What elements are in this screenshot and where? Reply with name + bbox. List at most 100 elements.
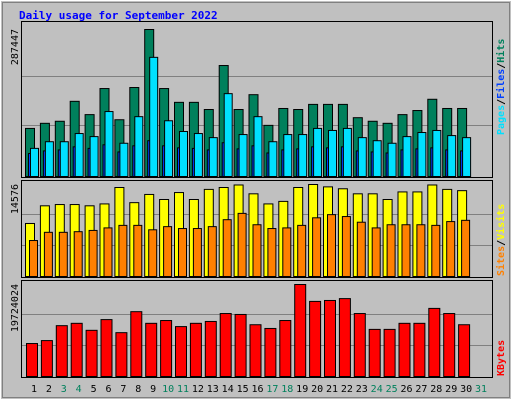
bar: [234, 313, 247, 378]
bar: [253, 116, 263, 177]
bar: [40, 340, 53, 378]
bar: [298, 134, 308, 177]
bar: [193, 133, 203, 177]
bar: [383, 328, 396, 377]
chart-title: Daily usage for September 2022: [19, 9, 218, 22]
bar: [294, 284, 307, 377]
bar: [328, 129, 337, 177]
bar: [313, 127, 323, 177]
x-tick-label: 20: [311, 384, 323, 395]
x-tick-label: 29: [445, 384, 457, 395]
x-tick-label: 28: [430, 384, 442, 395]
x-tick-label: 17: [266, 384, 278, 395]
bar: [58, 231, 68, 277]
legend-separator: /: [496, 99, 507, 105]
bar: [446, 221, 456, 277]
bar: [416, 224, 426, 277]
x-tick-label: 19: [296, 384, 308, 395]
bar: [30, 147, 39, 178]
bar: [103, 227, 113, 278]
bar: [207, 226, 217, 277]
bar: [59, 141, 69, 178]
x-tick-label: 30: [460, 384, 472, 395]
x-tick-label: 4: [76, 384, 82, 395]
legend: Pages/Files/Hits: [495, 39, 507, 135]
bar: [268, 141, 278, 178]
bar: [145, 322, 158, 377]
bar: [356, 221, 366, 278]
bar: [70, 322, 83, 377]
bar: [338, 298, 351, 377]
bar: [342, 127, 352, 177]
bar: [115, 332, 128, 378]
bar: [462, 137, 472, 177]
x-tick-label: 8: [135, 384, 141, 395]
x-tick-label: 22: [341, 384, 353, 395]
y-tick-label: 287447: [10, 29, 21, 65]
bar: [26, 343, 38, 377]
bar: [458, 324, 471, 378]
bar: [73, 231, 83, 278]
bar: [175, 326, 187, 377]
bar: [324, 299, 336, 377]
bar: [163, 226, 173, 277]
legend-entry: Pages: [496, 105, 507, 135]
bar: [461, 219, 471, 278]
bar: [417, 132, 427, 177]
legend: Sites/Visits: [495, 204, 507, 276]
x-tick-label: 6: [105, 384, 111, 395]
x-tick-label: 16: [251, 384, 263, 395]
bar: [353, 313, 366, 377]
bar: [312, 217, 322, 277]
bar: [413, 322, 426, 377]
bar: [309, 300, 322, 377]
x-tick-label: 2: [46, 384, 52, 395]
bar: [222, 219, 232, 277]
bar: [100, 319, 113, 378]
bar: [401, 224, 411, 277]
bar: [447, 135, 457, 177]
bar: [130, 311, 143, 378]
x-tick-label: 31: [475, 384, 487, 395]
bar: [372, 140, 382, 178]
bar: [133, 224, 143, 277]
x-tick-label: 27: [415, 384, 427, 395]
x-tick-label: 12: [192, 384, 204, 395]
bar: [386, 224, 396, 277]
bar: [357, 137, 367, 177]
bar: [179, 130, 188, 177]
bar: [85, 329, 98, 378]
bar: [29, 240, 38, 278]
bar: [160, 320, 173, 377]
x-tick-label: 14: [222, 384, 234, 395]
bar: [432, 129, 442, 177]
bar: [297, 224, 307, 277]
bar: [219, 313, 232, 377]
legend-entry: Hits: [495, 39, 507, 63]
x-tick-label: 10: [162, 384, 174, 395]
bar: [104, 111, 114, 177]
bar: [443, 313, 456, 377]
bar: [428, 307, 441, 377]
bar: [279, 320, 292, 377]
bar: [204, 320, 217, 377]
legend-separator: /: [496, 240, 507, 246]
x-tick-label: 15: [237, 384, 249, 395]
legend-separator: /: [496, 63, 507, 69]
bar: [44, 141, 54, 178]
bar: [371, 227, 381, 278]
bar: [178, 228, 187, 277]
bar: [55, 325, 68, 377]
x-tick-label: 26: [400, 384, 412, 395]
x-tick-label: 1: [31, 384, 37, 395]
bar: [74, 133, 84, 177]
bar: [149, 56, 159, 177]
x-tick-label: 18: [281, 384, 293, 395]
legend-entry: Sites: [495, 246, 507, 276]
x-tick-label: 13: [207, 384, 219, 395]
x-tick-label: 25: [386, 384, 398, 395]
bar: [327, 214, 336, 277]
bar: [208, 137, 218, 177]
x-tick-label: 24: [371, 384, 383, 395]
